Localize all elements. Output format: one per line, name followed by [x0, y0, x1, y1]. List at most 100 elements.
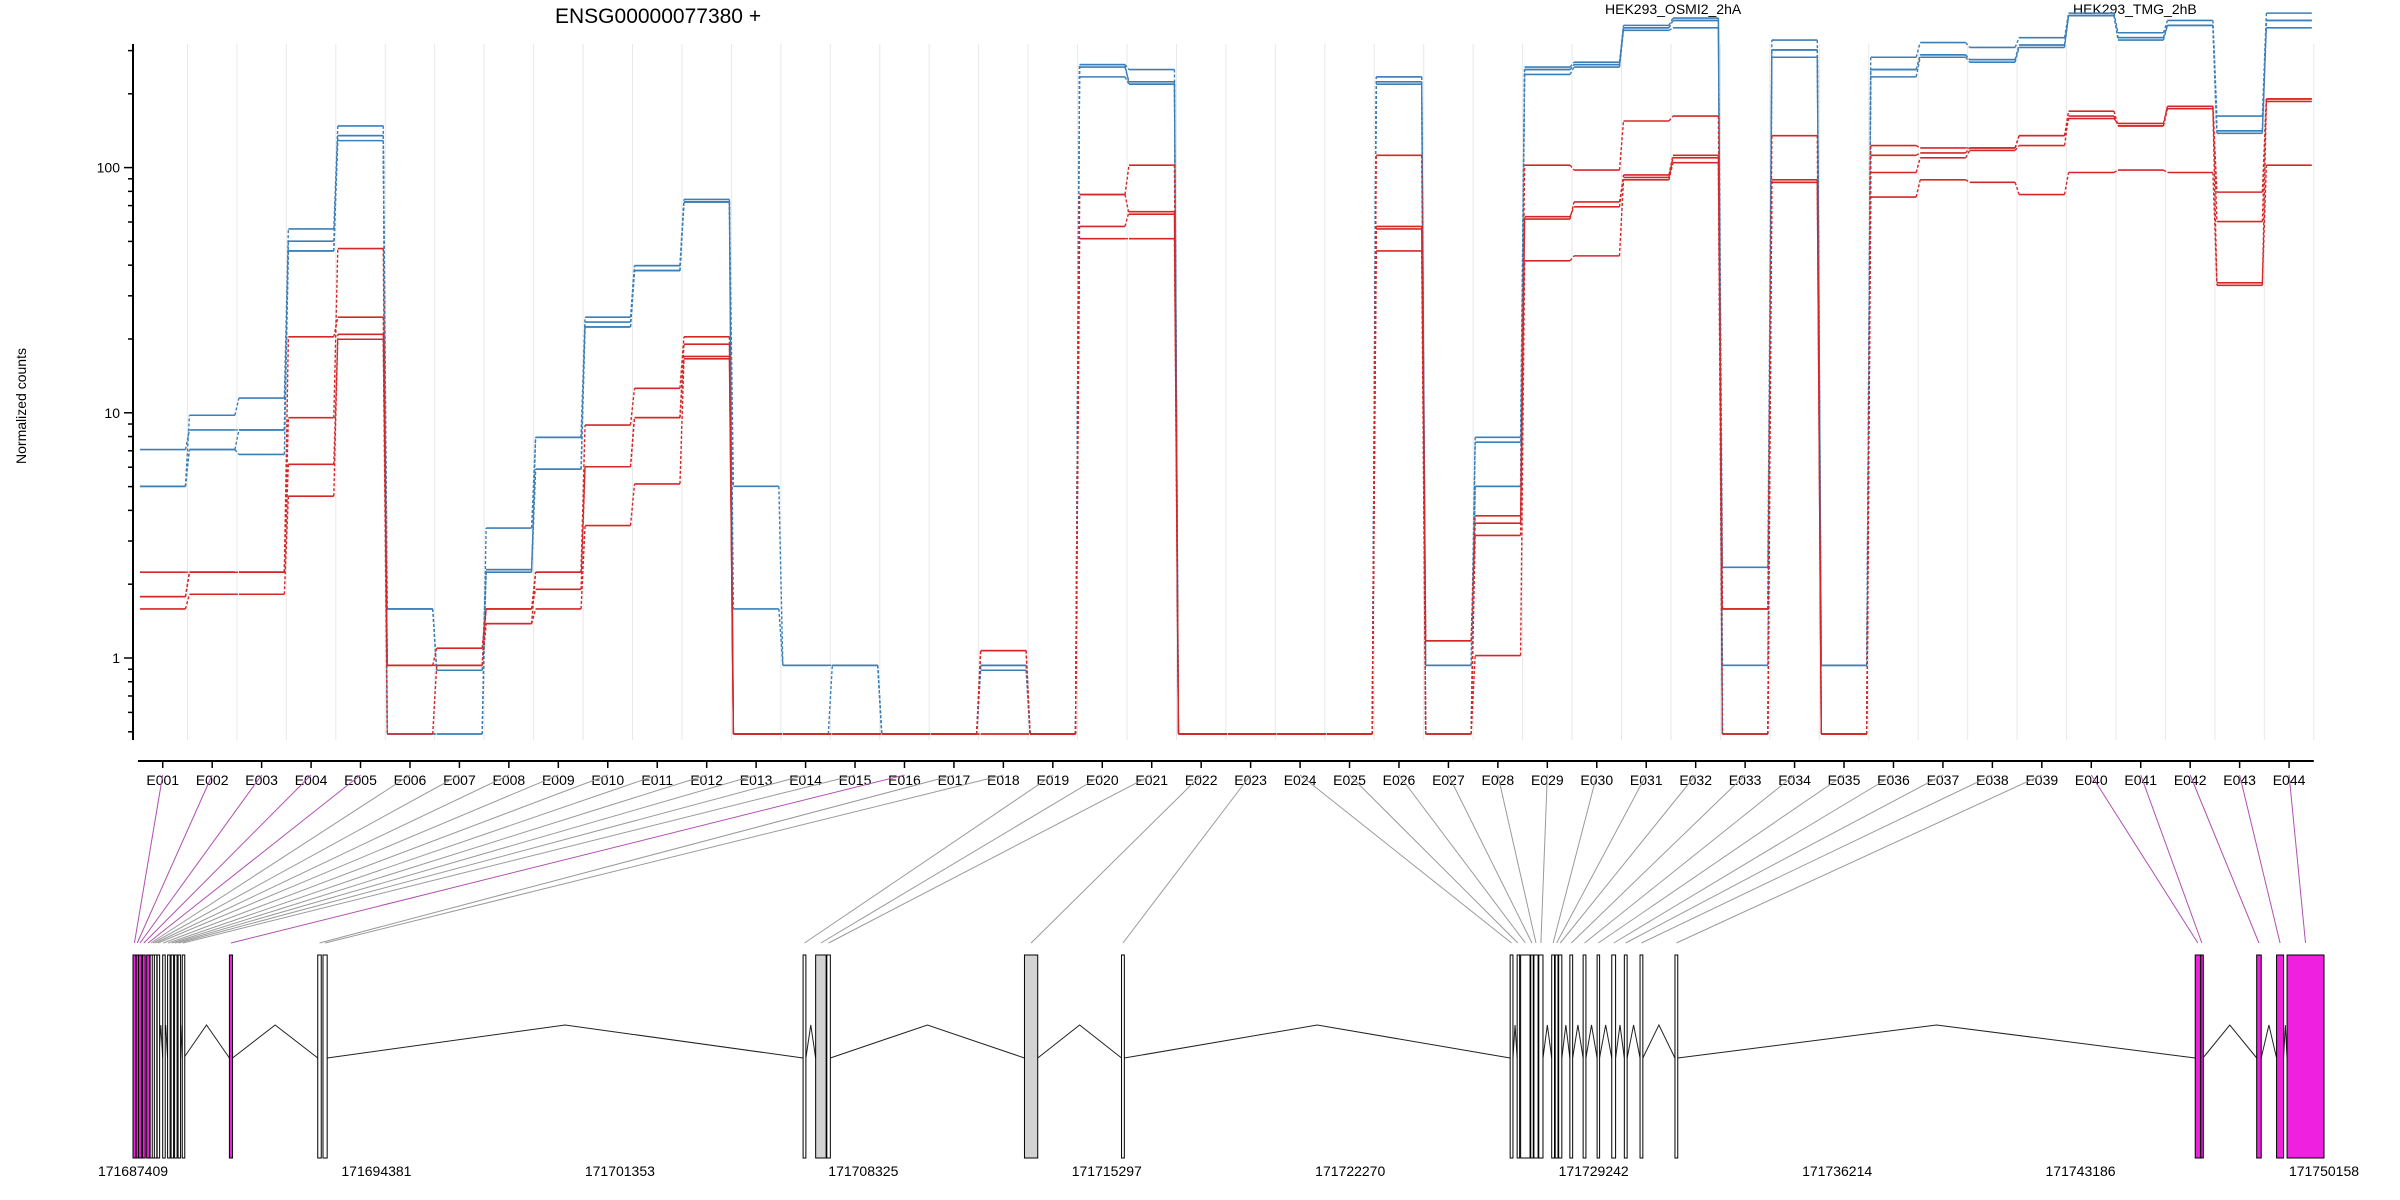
connector-E023 — [1122, 774, 1252, 944]
connector-E031 — [1556, 774, 1647, 944]
connector-E040 — [2090, 774, 2199, 944]
intron-line — [2202, 1024, 2258, 1059]
gene-exon-E042 — [2256, 954, 2262, 1159]
exon-label-E013: E013 — [740, 772, 773, 788]
intron-line — [1572, 1024, 1584, 1059]
connector-E022 — [1030, 774, 1202, 944]
gene-exon-E026 — [1520, 954, 1531, 1159]
connector-E009 — [157, 774, 559, 944]
connector-E007 — [152, 774, 460, 944]
connector-E039 — [1676, 774, 2043, 944]
exon-label-E007: E007 — [443, 772, 476, 788]
y-axis-label: Normalized counts — [13, 348, 29, 464]
connector-E016 — [230, 774, 905, 944]
gene-exon-E036 — [1611, 954, 1617, 1159]
gene-exon-E013 — [174, 954, 178, 1159]
intron-line — [327, 1024, 804, 1059]
exon-label-E014: E014 — [789, 772, 822, 788]
connector-E011 — [167, 774, 658, 944]
connector-E005 — [147, 774, 361, 944]
exon-label-E020: E020 — [1086, 772, 1119, 788]
connector-E013 — [174, 774, 757, 944]
intron-line — [1642, 1023, 1676, 1059]
gene-exon-E011 — [167, 954, 171, 1159]
connector-E015 — [182, 774, 856, 944]
gene-exon-E040 — [2194, 954, 2201, 1159]
exon-label-E004: E004 — [295, 772, 328, 788]
exon-label-E033: E033 — [1729, 772, 1762, 788]
gene-model — [132, 954, 2325, 1159]
genomic-tick-label: 171750158 — [2289, 1163, 2359, 1179]
gene-exon-E004 — [141, 954, 146, 1159]
gene-exon-E014 — [177, 954, 182, 1159]
exon-label-E006: E006 — [394, 772, 427, 788]
connector-E004 — [143, 774, 312, 944]
intron-line — [1037, 1024, 1122, 1059]
connector-E033 — [1570, 774, 1746, 944]
exon-axis: E001 E002 E003 E004 E005 E006 E007 E008 E009 E010… — [138, 760, 2314, 788]
exon-label-E030: E030 — [1580, 772, 1613, 788]
gene-exon-E033 — [1569, 954, 1574, 1159]
connector-E032 — [1559, 774, 1697, 944]
gene-exon-E005 — [146, 954, 150, 1159]
exon-label-E018: E018 — [987, 772, 1020, 788]
connector-E021 — [828, 774, 1152, 944]
gene-exon-E024 — [1509, 954, 1514, 1159]
exon-label-E039: E039 — [2025, 772, 2058, 788]
intron-line — [183, 1024, 230, 1059]
legend-label-tmg: HEK293_TMG_2hB — [2073, 1, 2197, 17]
gene-exon-E020 — [815, 954, 827, 1159]
exon-label-E042: E042 — [2174, 772, 2207, 788]
connector-E028 — [1497, 774, 1537, 944]
exon-label-E032: E032 — [1679, 772, 1712, 788]
exon-label-E016: E016 — [888, 772, 921, 788]
genomic-tick-label: 171708325 — [828, 1163, 898, 1179]
connector-E006 — [150, 774, 411, 944]
gene-exon-E008 — [153, 954, 158, 1159]
intron-line — [2283, 1024, 2288, 1059]
intron-line — [1124, 1024, 1511, 1059]
connector-E025 — [1349, 774, 1519, 944]
gene-exon-E021 — [826, 954, 831, 1159]
connector-E027 — [1447, 774, 1533, 944]
connector-E003 — [139, 774, 263, 944]
intron-line — [1542, 1024, 1553, 1059]
gene-exon-E043 — [2276, 954, 2285, 1159]
connector-E030 — [1552, 774, 1598, 944]
genomic-tick-label: 171694381 — [341, 1163, 411, 1179]
gene-exon-E019 — [802, 954, 807, 1159]
gene-exon-E028 — [1533, 954, 1539, 1159]
gene-exon-E016 — [228, 954, 234, 1159]
y-tick-label: 1 — [112, 650, 120, 666]
chart-title: ENSG00000077380 + — [555, 5, 761, 28]
connector-E012 — [171, 774, 707, 944]
exon-label-E021: E021 — [1135, 772, 1168, 788]
genomic-tick-label: 171701353 — [585, 1163, 655, 1179]
genomic-tick-label: 171743186 — [2046, 1163, 2116, 1179]
genomic-tick-label: 171736214 — [1802, 1163, 1872, 1179]
gene-exon-E039 — [1674, 954, 1679, 1159]
gene-exon-E001 — [132, 954, 137, 1159]
gene-exon-E012 — [170, 954, 175, 1159]
gene-exon-E041 — [2200, 954, 2204, 1159]
intron-line — [1561, 1024, 1571, 1059]
connector-E010 — [163, 774, 608, 944]
gene-exon-E032 — [1558, 954, 1563, 1159]
intron-line — [1677, 1024, 2196, 1059]
gene-exon-E015 — [181, 954, 186, 1159]
connector-E035 — [1598, 774, 1845, 944]
exon-label-E037: E037 — [1927, 772, 1960, 788]
connector-E034 — [1584, 774, 1795, 944]
exon-label-E031: E031 — [1630, 772, 1663, 788]
connector-E036 — [1613, 774, 1894, 944]
connector-E038 — [1641, 774, 1993, 944]
exon-label-E035: E035 — [1828, 772, 1861, 788]
exon-label-E023: E023 — [1234, 772, 1267, 788]
exon-label-E012: E012 — [690, 772, 723, 788]
gene-exon-E037 — [1623, 954, 1628, 1159]
genomic-tick-label: 171715297 — [1072, 1163, 1142, 1179]
intron-line — [1599, 1024, 1613, 1059]
y-tick-label: 100 — [97, 160, 121, 176]
series-HEK293_OSMI2_2hA-7 — [140, 98, 2312, 735]
